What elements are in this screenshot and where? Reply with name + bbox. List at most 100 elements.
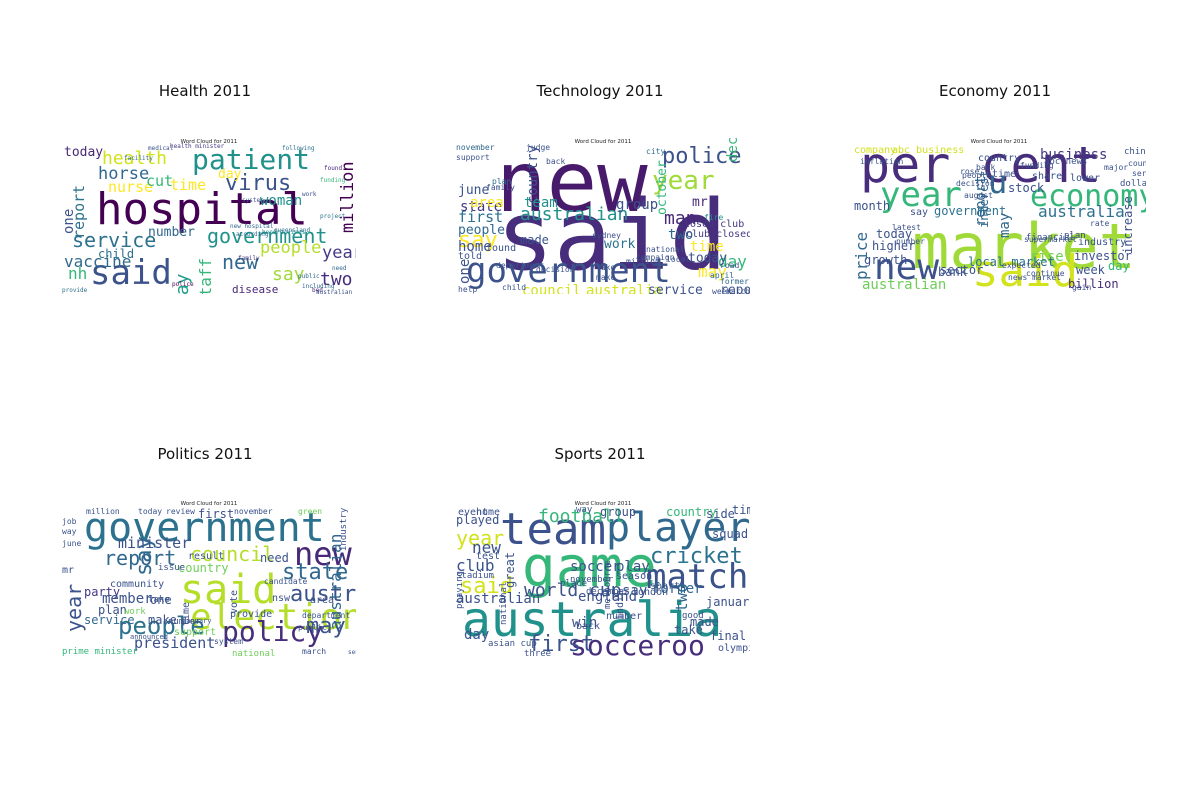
wordcloud-word: public [298,273,320,280]
wordcloud-word: inflation [860,157,904,166]
wordcloud-word: game [522,535,657,600]
wordcloud-word: investor [1074,249,1132,263]
wordcloud-word: said [972,246,1078,294]
panel-title-technology: Technology 2011 [536,82,664,100]
wordcloud-word: gain [1072,283,1092,292]
wordcloud-word: asian cup [488,639,537,649]
wordcloud-word: provide [62,287,88,294]
wordcloud-word: plan [98,603,127,617]
wordcloud-word: government [207,224,328,248]
wordcloud-word: green [298,507,323,516]
wordcloud-word: december [586,587,630,597]
wordcloud-word: former [652,581,703,597]
wordcloud-word: growth [864,253,908,267]
wordcloud-word: city [646,147,666,156]
wordcloud-word: support [174,627,217,638]
wordcloud-word: industry [339,507,349,551]
wordcloud-word: country [978,153,1021,164]
wordcloud-word: squad [712,527,749,541]
wordcloud-word: side [706,507,735,521]
wordcloud-word: new [294,535,352,573]
wordcloud-word: help [458,285,478,294]
wordcloud-word: country [178,561,229,575]
wordcloud-word: service [84,613,135,627]
wordcloud-word: candidate [264,577,308,586]
wordcloud-word: closed club [678,219,745,230]
wordcloud-word: new hospital [230,223,274,230]
wordcloud-word: government [466,251,671,291]
wordcloud-word: police [662,144,742,169]
wordcloud-word: service [1132,169,1146,178]
wordcloud-word: horse [98,164,150,184]
wordcloud-word: community [110,579,165,590]
wordcloud-word: latest [892,223,921,232]
wordcloud-word: work [604,237,636,252]
wordcloud-technology: Word Cloud for 2011 said new government pol… [456,138,750,294]
wordcloud-word: abc business [892,145,965,156]
wordcloud-word: million [86,507,120,516]
wordcloud-word: system [242,197,264,204]
wordcloud-word: place [560,579,588,589]
wordcloud-word: found [324,165,343,172]
wordcloud-word: staff [196,257,215,294]
wordcloud-word: way [62,527,77,536]
wordcloud-word: supermarket [1024,235,1077,244]
wordcloud-word: australia [1038,202,1125,221]
cloud-caption: Word Cloud for 2011 [180,501,238,507]
wordcloud-word: service [648,283,703,294]
wordcloud-word: good [682,611,704,621]
wordcloud-word: back [546,157,566,166]
wordcloud-word: today [138,507,163,516]
wordcloud-word: day [1108,259,1130,273]
wordcloud-word: said [496,180,728,292]
wordcloud-word: government [84,505,325,551]
wordcloud-word: government [934,204,1007,218]
wordcloud-word: national [232,649,276,657]
wordcloud-word: people [458,223,505,238]
wordcloud-word: decision [536,265,575,274]
wordcloud-word: china [1124,147,1146,157]
wordcloud-word: facility [124,155,153,162]
wordcloud-word: say [272,264,305,285]
wordcloud-word: health [102,148,168,169]
wordcloud-word: october [655,160,670,215]
wordcloud-word: local market [968,255,1055,269]
wordcloud-word: made [690,615,719,629]
wordcloud-word: family [486,183,515,192]
wordcloud-word: new [496,138,648,231]
wordcloud-word: work [302,191,317,198]
wordcloud-word: new [472,538,501,557]
wordcloud-word: player [606,505,750,551]
wordcloud-word: today [64,145,104,160]
wordcloud-word: played [456,513,500,527]
wordcloud-word: plan [1064,231,1086,241]
wordcloud-word: australian [456,591,541,607]
wordcloud-word: cricket [650,544,743,569]
wordcloud-word: people [962,171,991,180]
wordcloud-word: hendra virus [262,229,306,236]
wordcloud-word: result [188,551,225,562]
wordcloud-word: group [616,197,659,213]
wordcloud-word: nh [68,264,88,283]
wordcloud-word: cut [146,172,174,190]
wordcloud-word: bank [938,265,967,279]
wordcloud-word: national [499,581,509,625]
wordcloud-word: issue [158,563,186,573]
wordcloud-word: increase [1121,196,1135,254]
wordcloud-word: australian [862,277,947,293]
wordcloud-word: report [720,283,750,294]
wordcloud-word: bed [312,287,323,294]
wordcloud-word: said [90,253,172,293]
wordcloud-word: australia [290,582,356,607]
wordcloud-word: review [166,507,195,516]
panel-title-health: Health 2011 [158,82,252,100]
wordcloud-word: london [632,587,669,598]
wordcloud-word: club closed [686,229,750,240]
wordcloud-word: december [725,138,741,162]
wordcloud-word: november [456,143,495,152]
wordcloud-sports: Word Cloud for 2011 australia game team pla… [456,500,750,656]
panel-title-sports: Sports 2011 [554,445,646,463]
wordcloud-politics: Word Cloud for 2011 government said electi… [62,500,356,656]
wordcloud-word: win [572,615,598,631]
wordcloud-word: road [720,261,740,270]
